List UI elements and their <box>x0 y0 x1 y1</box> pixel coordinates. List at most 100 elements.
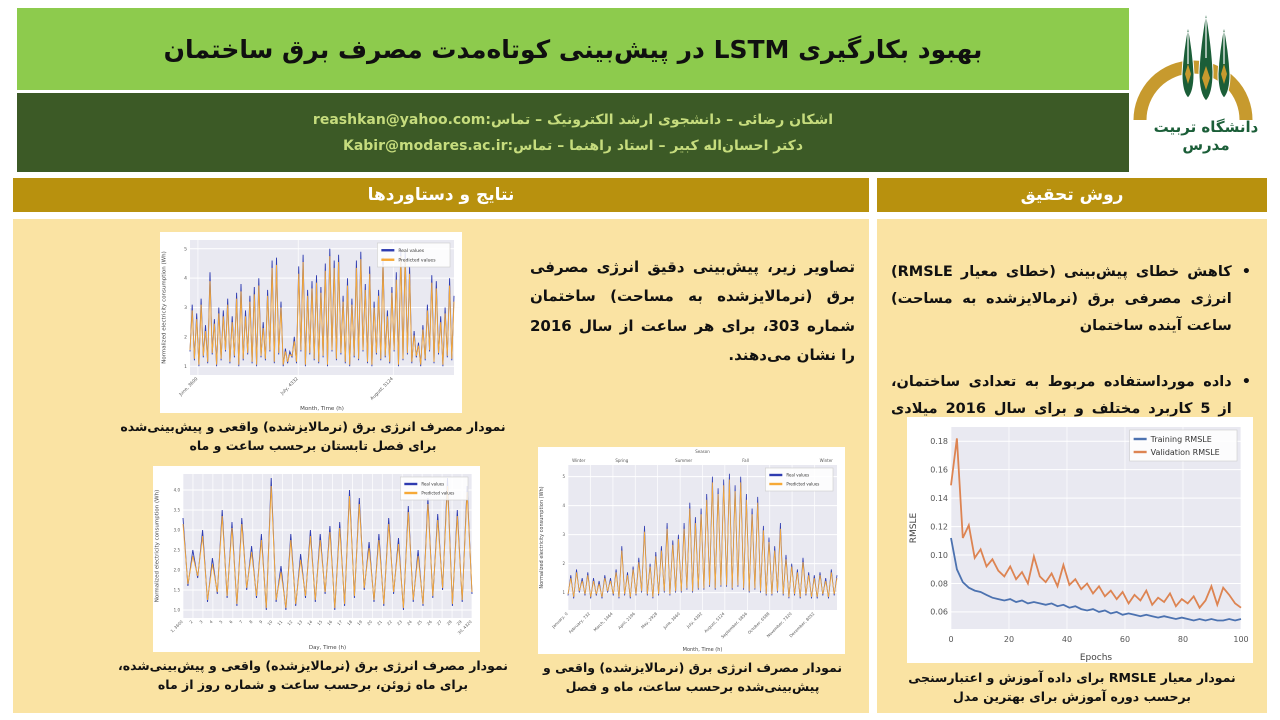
svg-text:0.14: 0.14 <box>930 494 948 503</box>
svg-text:6: 6 <box>228 619 234 625</box>
svg-text:Winter: Winter <box>820 458 834 463</box>
author-line-supervisor: دکتر احسان‌اله کبیر – استاد راهنما – تما… <box>342 137 803 154</box>
svg-text:3: 3 <box>198 619 204 625</box>
svg-text:12: 12 <box>286 619 293 626</box>
svg-text:Predicted values: Predicted values <box>421 490 454 495</box>
svg-text:15: 15 <box>316 619 323 626</box>
svg-text:0: 0 <box>948 635 953 644</box>
svg-text:28: 28 <box>446 619 453 626</box>
svg-text:Validation RMSLE: Validation RMSLE <box>1151 448 1220 457</box>
svg-text:14: 14 <box>306 619 313 626</box>
svg-text:21: 21 <box>376 619 383 626</box>
svg-text:Training RMSLE: Training RMSLE <box>1150 435 1212 444</box>
author-line-student: اشکان رضائی – دانشجوی ارشد الکترونیک – ت… <box>312 111 834 128</box>
method-bullet-2: داده مورداستفاده مربوط به تعدادی ساختمان… <box>891 369 1251 449</box>
svg-text:100: 100 <box>1233 635 1248 644</box>
svg-text:24: 24 <box>406 619 413 626</box>
rmsle-chart: 0.06 0.08 0.10 0.12 0.14 0.16 0.18 0 20 40 60 80 100… <box>907 417 1253 663</box>
university-logo-text: دانشگاه تربیت مدرس <box>1153 118 1259 154</box>
results-intro-text: تصاویر زیر، پیش‌بینی دقیق انرژی مصرفی بر… <box>530 258 855 364</box>
svg-text:0.10: 0.10 <box>930 551 948 560</box>
results-panel: 1 2 3 4 5 June, 3600 July, 4332 August, 5124 Rea… <box>13 219 869 713</box>
caption-yearly-chart: نمودار مصرف انرژی برق (نرمالایزشده) واقع… <box>542 660 843 695</box>
svg-text:27: 27 <box>436 619 443 626</box>
svg-text:3: 3 <box>562 532 565 537</box>
svg-text:0.16: 0.16 <box>930 465 948 474</box>
svg-text:Normalized electricity consump: Normalized electricity consumption (Wh) <box>162 251 168 364</box>
svg-text:2: 2 <box>562 561 565 566</box>
svg-text:5: 5 <box>562 474 565 479</box>
svg-text:2.5: 2.5 <box>174 547 181 552</box>
svg-text:Real values: Real values <box>398 248 424 254</box>
tmu-logo-icon <box>1133 11 1253 121</box>
svg-text:4.0: 4.0 <box>174 487 181 492</box>
svg-text:2.0: 2.0 <box>174 567 181 572</box>
svg-text:0.12: 0.12 <box>930 522 948 531</box>
method-bullet-1: کاهش خطای پیش‌بینی (خطای معیار RMSLE) ان… <box>891 259 1251 339</box>
author-band: اشکان رضائی – دانشجوی ارشد الکترونیک – ت… <box>17 93 1129 172</box>
svg-text:Fall: Fall <box>742 458 749 463</box>
svg-text:4: 4 <box>208 619 214 625</box>
summer-consumption-chart: 1 2 3 4 5 June, 3600 July, 4332 August, 5124 Rea… <box>160 232 462 413</box>
svg-text:1.0: 1.0 <box>174 607 181 612</box>
svg-text:26: 26 <box>426 619 433 626</box>
caption-summer-chart: نمودار مصرف انرژی برق (نرمالایزشده) واقع… <box>120 419 506 454</box>
svg-text:9: 9 <box>258 619 264 625</box>
svg-text:60: 60 <box>1120 635 1130 644</box>
svg-text:22: 22 <box>386 619 393 626</box>
svg-text:Epochs: Epochs <box>1080 653 1113 663</box>
svg-text:40: 40 <box>1062 635 1072 644</box>
svg-text:Predicted values: Predicted values <box>786 481 819 486</box>
svg-text:10: 10 <box>266 619 273 626</box>
section-header-method-label: روش تحقیق <box>1020 185 1124 205</box>
svg-text:5: 5 <box>184 246 187 252</box>
svg-text:0.18: 0.18 <box>930 437 948 446</box>
svg-text:7: 7 <box>238 619 244 625</box>
svg-text:Winter: Winter <box>572 458 586 463</box>
title-band: بهبود بکارگیری LSTM در پیش‌بینی کوتاه‌مد… <box>17 8 1129 90</box>
svg-text:1.5: 1.5 <box>174 587 181 592</box>
svg-text:0.06: 0.06 <box>930 608 948 617</box>
svg-text:13: 13 <box>296 619 303 626</box>
svg-text:Normalized electricity consump: Normalized electricity consumption (Wh) <box>155 490 161 603</box>
svg-text:Normalized electricity consump: Normalized electricity consumption (Wh) <box>539 486 545 588</box>
svg-text:RMSLE: RMSLE <box>909 512 919 543</box>
svg-text:1: 1 <box>562 590 565 595</box>
svg-text:Real values: Real values <box>421 481 444 486</box>
svg-text:1: 1 <box>184 364 187 370</box>
svg-text:23: 23 <box>396 619 403 626</box>
svg-text:20: 20 <box>366 619 373 626</box>
svg-text:4: 4 <box>562 503 565 508</box>
svg-text:16: 16 <box>326 619 333 626</box>
svg-text:8: 8 <box>248 619 254 625</box>
svg-text:11: 11 <box>276 619 283 626</box>
method-panel: کاهش خطای پیش‌بینی (خطای معیار RMSLE) ان… <box>877 219 1267 713</box>
svg-text:3.0: 3.0 <box>174 527 181 532</box>
svg-text:2: 2 <box>184 334 187 340</box>
caption-june-chart: نمودار مصرف انرژی برق (نرمالایزشده) واقع… <box>117 658 509 693</box>
svg-text:Day, Time (h): Day, Time (h) <box>309 645 346 651</box>
svg-text:19: 19 <box>356 619 363 626</box>
caption-rmsle-chart: نمودار معیار RMSLE برای داده آموزش و اعت… <box>908 670 1236 705</box>
svg-text:25: 25 <box>416 619 423 626</box>
section-header-method: روش تحقیق <box>877 178 1267 212</box>
svg-text:4: 4 <box>184 276 187 282</box>
svg-text:Month, Time (h): Month, Time (h) <box>300 406 344 412</box>
svg-text:3.5: 3.5 <box>174 507 181 512</box>
svg-text:Month, Time (h): Month, Time (h) <box>683 647 723 653</box>
svg-text:29: 29 <box>456 619 463 626</box>
university-logo: دانشگاه تربیت مدرس <box>1132 0 1280 175</box>
poster-title: بهبود بکارگیری LSTM در پیش‌بینی کوتاه‌مد… <box>163 34 983 64</box>
svg-text:Season: Season <box>695 449 710 454</box>
svg-text:Summer: Summer <box>675 458 692 463</box>
section-header-results-label: نتایج و دستاوردها <box>367 185 515 205</box>
svg-text:20: 20 <box>1004 635 1014 644</box>
svg-text:Real values: Real values <box>786 472 809 477</box>
yearly-consumption-chart: 1 2 3 4 5 January, 0 February, 732 March, 1464 A… <box>538 447 845 654</box>
svg-text:Predicted values: Predicted values <box>398 257 436 263</box>
svg-text:0.08: 0.08 <box>930 579 948 588</box>
june-consumption-chart: 1.0 1.5 2.0 2.5 3.0 3.5 4.0 1, 3600 2 3 4 5 6 7 8 9 10 11… <box>153 466 480 652</box>
svg-text:2: 2 <box>188 619 194 625</box>
svg-text:3: 3 <box>184 305 187 311</box>
